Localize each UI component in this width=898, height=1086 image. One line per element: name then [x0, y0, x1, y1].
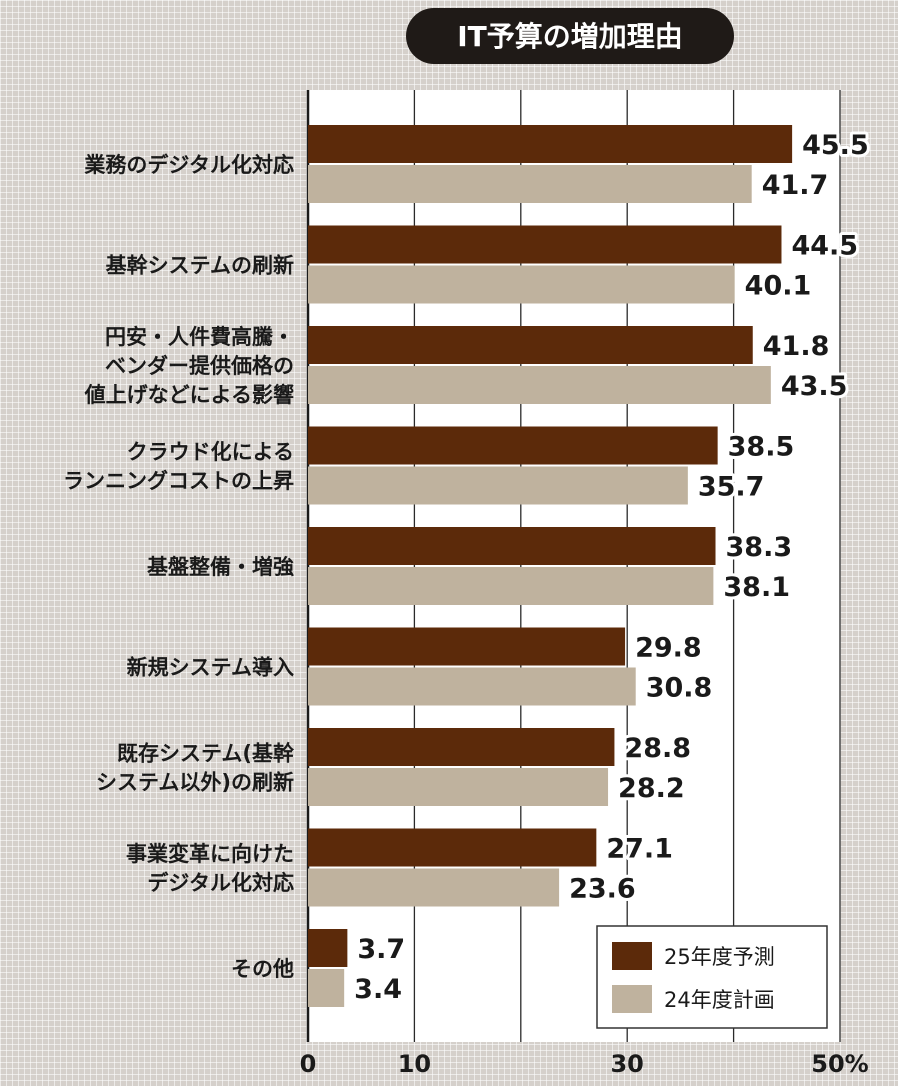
bar-25-forecast [308, 225, 782, 264]
value-label: 43.5 [781, 371, 848, 402]
category-labels: 業務のデジタル化対応基幹システムの刷新円安・人件費高騰・ベンダー提供価格の値上げ… [63, 153, 295, 981]
bar-25-forecast [308, 527, 716, 565]
value-label: 27.1 [606, 834, 673, 865]
x-tick-label: 50% [811, 1050, 868, 1078]
bar-24-plan [308, 165, 752, 203]
category-label: 新規システム導入 [127, 656, 294, 680]
category-label: ランニングコストの上昇 [63, 469, 294, 493]
category-label: ベンダー提供価格の [105, 354, 294, 378]
value-label: 38.5 [728, 432, 795, 463]
value-label: 28.2 [618, 773, 685, 804]
value-label: 38.3 [726, 532, 793, 563]
legend-label-24-plan: 24年度計画 [664, 988, 775, 1012]
category-label: 事業変革に向けた [126, 842, 294, 866]
value-label: 45.5 [802, 130, 869, 161]
bar-24-plan [308, 466, 688, 505]
title-background [406, 8, 734, 64]
chart-title: IT予算の増加理由 [457, 20, 683, 53]
legend-label-25-forecast: 25年度予測 [664, 945, 775, 969]
category-label: システム以外)の刷新 [96, 771, 294, 795]
value-label: 23.6 [569, 874, 636, 905]
bar-24-plan [308, 667, 636, 706]
value-label: 41.7 [762, 170, 829, 201]
category-label: クラウド化による [127, 440, 294, 464]
bar-25-forecast [308, 326, 753, 364]
bar-24-plan [308, 969, 345, 1007]
category-label: 値上げなどによる影響 [84, 383, 294, 407]
category-label: その他 [231, 957, 294, 981]
value-label: 30.8 [646, 673, 713, 704]
x-tick-label: 0 [300, 1050, 317, 1078]
bar-25-forecast [308, 426, 718, 465]
bar-25-forecast [308, 828, 597, 867]
legend-swatch-24-plan [612, 985, 652, 1013]
bars [308, 125, 793, 1007]
value-label: 28.8 [624, 733, 691, 764]
bar-25-forecast [308, 929, 348, 967]
value-label: 3.4 [354, 974, 402, 1005]
legend-swatch-25-forecast [612, 942, 652, 970]
category-label: 基幹システムの刷新 [106, 254, 294, 278]
value-label: 35.7 [698, 472, 765, 503]
value-label: 41.8 [763, 331, 830, 362]
bar-24-plan [308, 768, 609, 806]
value-label: 29.8 [635, 633, 702, 664]
bar-24-plan [308, 567, 714, 605]
category-label: 業務のデジタル化対応 [84, 153, 294, 177]
value-label: 3.7 [357, 934, 405, 965]
title-banner: IT予算の増加理由 [406, 8, 734, 64]
bar-24-plan [308, 265, 735, 304]
x-tick-label: 10 [398, 1050, 431, 1078]
category-label: 既存システム(基幹 [117, 742, 295, 766]
bar-25-forecast [308, 627, 626, 666]
value-labels: 45.5 41.7 44.5 40.1 41.8 43.5 38.5 35.7 38.3 38.1… [351, 127, 872, 1008]
bar-25-forecast [308, 125, 793, 163]
legend: 25年度予測 24年度計画 [596, 925, 828, 1029]
category-label: 基盤整備・増強 [147, 555, 294, 579]
x-axis-ticks: 0 10 30 50% [300, 1050, 869, 1078]
bar-24-plan [308, 868, 560, 907]
x-tick-label: 30 [610, 1050, 643, 1078]
value-label: 44.5 [791, 231, 858, 262]
value-label: 38.1 [723, 572, 790, 603]
category-label: デジタル化対応 [147, 871, 294, 895]
value-label: 40.1 [745, 271, 812, 302]
category-label: 円安・人件費高騰・ [105, 325, 294, 349]
bar-24-plan [308, 366, 771, 404]
bar-25-forecast [308, 728, 615, 766]
